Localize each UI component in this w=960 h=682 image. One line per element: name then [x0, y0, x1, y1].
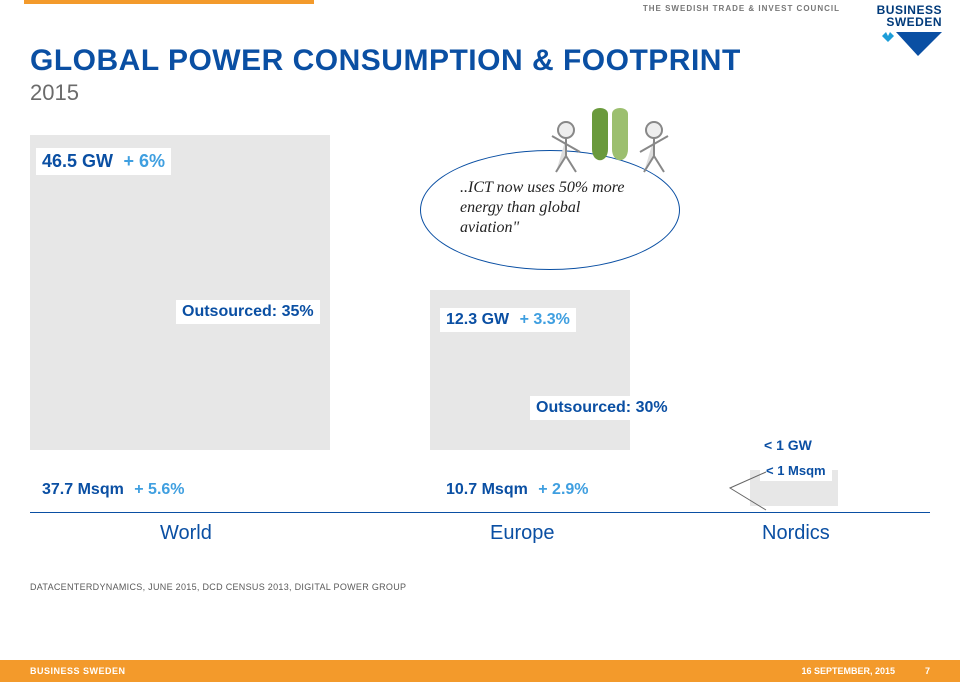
quote-graphic-icon — [540, 104, 680, 189]
accent-line — [24, 0, 314, 4]
world-power-value: 46.5 GW — [42, 151, 113, 171]
page-title: GLOBAL POWER CONSUMPTION & FOOTPRINT — [30, 44, 741, 78]
europe-footprint-pct: + 2.9% — [538, 481, 588, 498]
europe-footprint-value: 10.7 Msqm — [446, 481, 528, 498]
region-label-nordics: Nordics — [762, 522, 830, 545]
page-subtitle: 2015 — [30, 80, 79, 106]
world-outsourced-label: Outsourced: 35% — [176, 300, 320, 324]
logo-mark — [877, 32, 942, 60]
bar-world — [30, 135, 330, 450]
header-tagline: THE SWEDISH TRADE & INVEST COUNCIL — [643, 4, 840, 13]
world-footprint-label: 37.7 Msqm + 5.6% — [36, 478, 191, 502]
nordics-power-label: < 1 GW — [758, 434, 818, 456]
slide-page: THE SWEDISH TRADE & INVEST COUNCIL BUSIN… — [0, 0, 960, 682]
nordics-connector-line — [680, 470, 770, 524]
europe-power-label: 12.3 GW + 3.3% — [440, 308, 576, 332]
world-footprint-value: 37.7 Msqm — [42, 481, 124, 498]
source-citation: DATACENTERDYNAMICS, JUNE 2015, DCD CENSU… — [30, 582, 406, 592]
footer: BUSINESS SWEDEN 16 SEPTEMBER, 2015 7 — [0, 660, 960, 682]
footer-date: 16 SEPTEMBER, 2015 — [801, 666, 895, 676]
nordics-footprint-label: < 1 Msqm — [760, 460, 832, 481]
world-power-pct: + 6% — [123, 151, 165, 171]
europe-power-pct: + 3.3% — [520, 311, 570, 328]
footer-brand: BUSINESS SWEDEN — [30, 666, 126, 676]
footer-page: 7 — [925, 666, 930, 676]
europe-outsourced-label: Outsourced: 30% — [530, 396, 674, 420]
footer-meta: 16 SEPTEMBER, 2015 7 — [801, 666, 930, 676]
logo: BUSINESS SWEDEN — [877, 4, 942, 60]
europe-footprint-label: 10.7 Msqm + 2.9% — [440, 478, 595, 502]
europe-power-value: 12.3 GW — [446, 311, 509, 328]
world-power-label: 46.5 GW + 6% — [36, 148, 171, 175]
region-label-europe: Europe — [490, 522, 555, 545]
region-divider — [30, 512, 930, 513]
logo-line2: SWEDEN — [877, 16, 942, 28]
world-footprint-pct: + 5.6% — [134, 481, 184, 498]
region-label-world: World — [160, 522, 212, 545]
